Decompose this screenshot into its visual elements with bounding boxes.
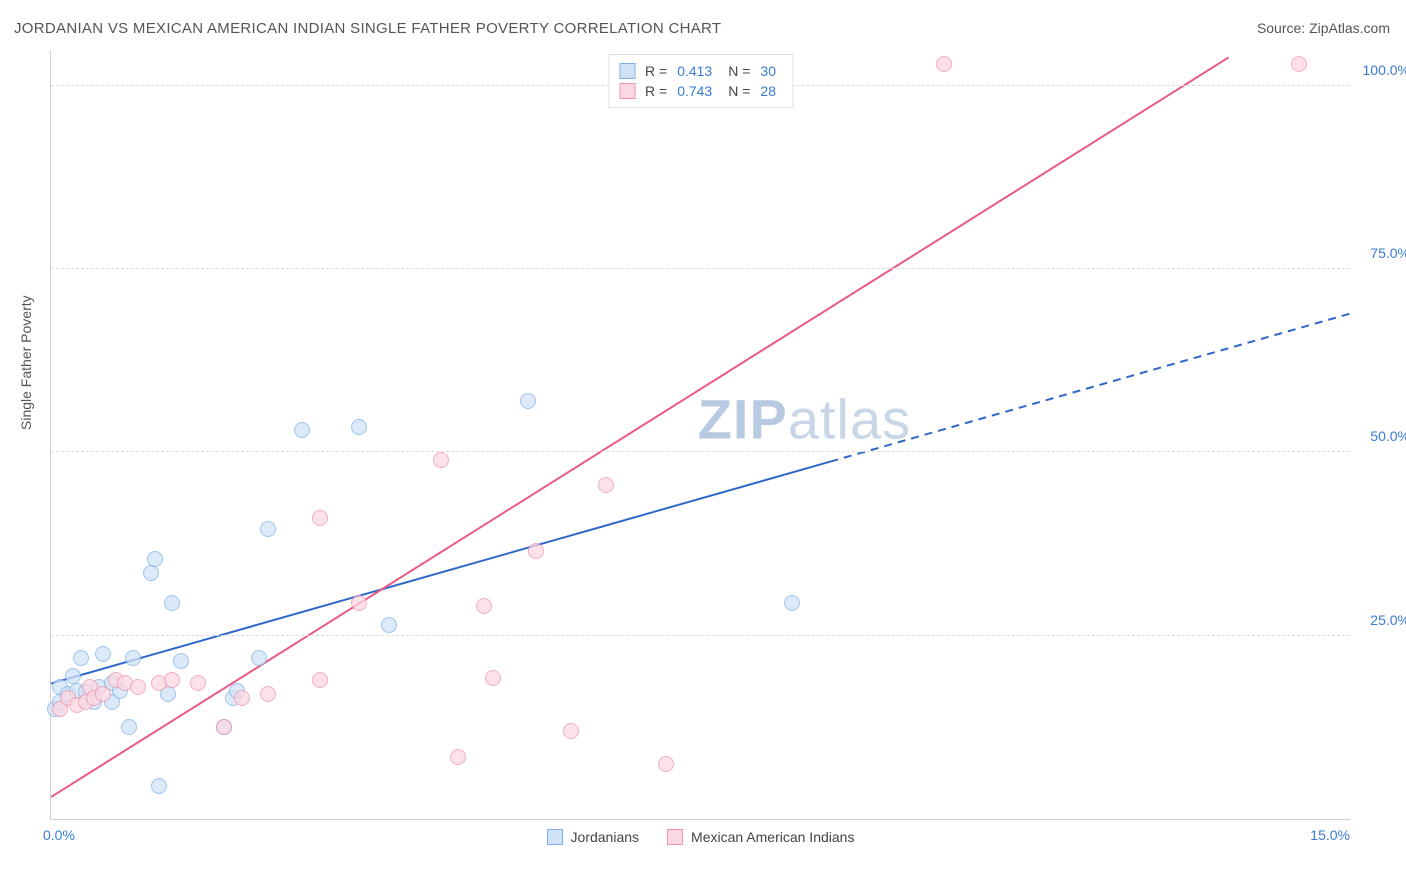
scatter-point: [151, 778, 167, 794]
legend-n-value-1: 28: [760, 83, 776, 99]
scatter-point: [73, 650, 89, 666]
legend-label-0: Jordanians: [571, 829, 640, 845]
scatter-point: [125, 650, 141, 666]
watermark-bold: ZIP: [698, 388, 788, 451]
legend-n-label: N =: [728, 83, 750, 99]
source-attribution: Source: ZipAtlas.com: [1257, 20, 1390, 36]
scatter-point: [143, 565, 159, 581]
legend-swatch-0: [547, 829, 563, 845]
legend-r-value-1: 0.743: [677, 83, 712, 99]
scatter-point: [164, 595, 180, 611]
scatter-point: [95, 686, 111, 702]
legend-correlation-box: R = 0.413 N = 30 R = 0.743 N = 28: [608, 54, 793, 108]
watermark-rest: atlas: [788, 388, 911, 451]
scatter-point: [528, 543, 544, 559]
y-tick-label: 100.0%: [1363, 62, 1406, 78]
gridline-h: [51, 451, 1350, 452]
scatter-point: [658, 756, 674, 772]
gridline-h: [51, 635, 1350, 636]
scatter-point: [164, 672, 180, 688]
scatter-point: [294, 422, 310, 438]
legend-r-label: R =: [645, 63, 667, 79]
gridline-h: [51, 268, 1350, 269]
scatter-point: [351, 595, 367, 611]
legend-series-names: Jordanians Mexican American Indians: [547, 829, 855, 845]
scatter-point: [312, 510, 328, 526]
scatter-point: [433, 452, 449, 468]
scatter-point: [381, 617, 397, 633]
scatter-point: [65, 668, 81, 684]
scatter-point: [476, 598, 492, 614]
legend-swatch-0: [619, 63, 635, 79]
scatter-point: [520, 393, 536, 409]
y-axis-label: Single Father Poverty: [18, 295, 34, 430]
legend-n-label: N =: [728, 63, 750, 79]
scatter-point: [485, 670, 501, 686]
scatter-point: [450, 749, 466, 765]
legend-item-1: Mexican American Indians: [667, 829, 854, 845]
chart-title: JORDANIAN VS MEXICAN AMERICAN INDIAN SIN…: [14, 20, 721, 37]
scatter-point: [260, 521, 276, 537]
scatter-point: [1291, 56, 1307, 72]
scatter-point: [260, 686, 276, 702]
y-tick-label: 50.0%: [1370, 428, 1406, 444]
legend-label-1: Mexican American Indians: [691, 829, 854, 845]
watermark: ZIPatlas: [698, 387, 911, 452]
scatter-point: [936, 56, 952, 72]
scatter-point: [121, 719, 137, 735]
y-tick-label: 25.0%: [1370, 612, 1406, 628]
scatter-point: [130, 679, 146, 695]
scatter-point: [251, 650, 267, 666]
scatter-point: [95, 646, 111, 662]
legend-item-0: Jordanians: [547, 829, 640, 845]
scatter-point: [563, 723, 579, 739]
y-tick-label: 75.0%: [1370, 245, 1406, 261]
legend-r-label: R =: [645, 83, 667, 99]
scatter-point: [351, 419, 367, 435]
scatter-point: [598, 477, 614, 493]
scatter-point: [234, 690, 250, 706]
source-value: ZipAtlas.com: [1309, 20, 1390, 36]
legend-swatch-1: [667, 829, 683, 845]
legend-swatch-1: [619, 83, 635, 99]
scatter-point: [312, 672, 328, 688]
source-label: Source:: [1257, 20, 1305, 36]
scatter-point: [147, 551, 163, 567]
legend-n-value-0: 30: [760, 63, 776, 79]
scatter-point: [216, 719, 232, 735]
scatter-plot-area: ZIPatlas R = 0.413 N = 30 R = 0.743 N = …: [50, 50, 1350, 820]
scatter-point: [784, 595, 800, 611]
scatter-point: [190, 675, 206, 691]
legend-row-series-0: R = 0.413 N = 30: [619, 61, 782, 81]
scatter-point: [173, 653, 189, 669]
legend-r-value-0: 0.413: [677, 63, 712, 79]
legend-row-series-1: R = 0.743 N = 28: [619, 81, 782, 101]
x-tick-label: 15.0%: [1310, 827, 1350, 843]
x-tick-label: 0.0%: [43, 827, 75, 843]
